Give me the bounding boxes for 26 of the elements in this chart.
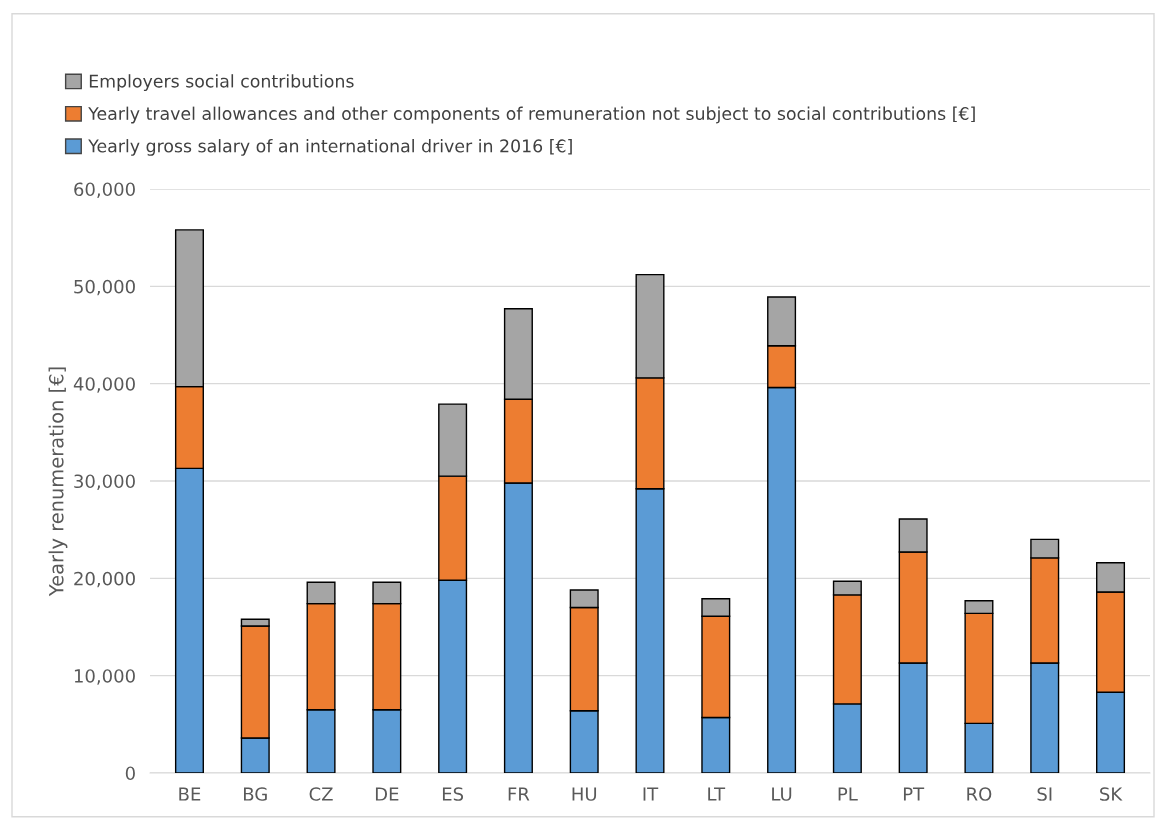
legend-label: Employers social contributions [89, 74, 354, 91]
x-tick-label: SI [1037, 787, 1052, 801]
x-tick-label: FR [508, 787, 530, 801]
y-tick-label: 0 [125, 766, 135, 781]
y-tick-label: 50,000 [74, 279, 135, 296]
x-tick-label: LU [772, 787, 792, 801]
x-tick-label: IT [643, 787, 659, 801]
x-tick-label: HU [572, 787, 597, 801]
y-tick-label: 10,000 [74, 669, 135, 685]
x-tick-label: BE [179, 787, 201, 801]
x-tick-label: ES [442, 787, 464, 801]
y-tick-label: 60,000 [74, 182, 135, 198]
legend-label: Yearly gross salary of an international driver in 2016 [€] [88, 139, 572, 156]
x-tick-label: BG [244, 787, 267, 801]
x-tick-label: DE [375, 787, 399, 801]
x-tick-label: SK [1100, 787, 1123, 801]
y-tick-label: 30,000 [74, 474, 135, 490]
x-tick-label: RO [967, 787, 992, 801]
x-tick-label: PL [838, 787, 858, 801]
y-tick-label: 20,000 [74, 571, 135, 588]
x-tick-label: CZ [309, 787, 333, 801]
x-tick-label: LT [708, 787, 726, 801]
y-tick-label: 40,000 [73, 377, 135, 393]
y-axis-title: Yearly renumeration [€] [48, 367, 68, 597]
x-tick-label: PT [903, 787, 925, 801]
legend-label: Yearly travel allowances and other components of remuneration not subject to social contributions [€] [88, 106, 975, 124]
